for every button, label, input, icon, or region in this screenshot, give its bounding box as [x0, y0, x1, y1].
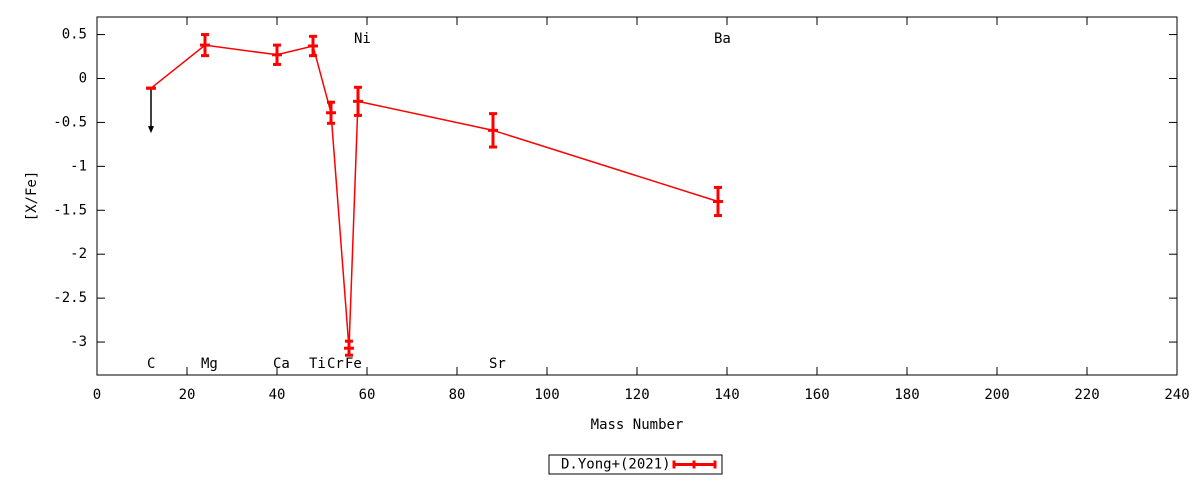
- legend-label: D.Yong+(2021): [561, 457, 671, 473]
- y-tick-label: 0.5: [62, 27, 87, 43]
- element-label: Sr: [489, 356, 506, 372]
- element-label: Ni: [354, 31, 371, 47]
- legend-box: [548, 454, 723, 475]
- x-tick-label: 240: [1164, 387, 1189, 403]
- element-label: Cr: [327, 356, 344, 372]
- x-tick-label: 100: [534, 387, 559, 403]
- element-label: Mg: [201, 356, 218, 372]
- x-tick-label: 140: [714, 387, 739, 403]
- y-axis-label: [X/Fe]: [24, 171, 40, 222]
- y-tick-label: -2: [70, 246, 87, 262]
- y-tick-label: -1.5: [53, 202, 87, 218]
- x-tick-label: 80: [449, 387, 466, 403]
- x-tick-label: 20: [179, 387, 196, 403]
- y-tick-label: -2.5: [53, 290, 87, 306]
- upper-limit-head: [148, 126, 154, 134]
- x-tick-label: 120: [624, 387, 649, 403]
- x-tick-label: 40: [269, 387, 286, 403]
- x-tick-label: 180: [894, 387, 919, 403]
- data-line: [150, 44, 719, 349]
- x-tick-label: 160: [804, 387, 829, 403]
- y-tick-label: -0.5: [53, 114, 87, 130]
- x-tick-label: 60: [359, 387, 376, 403]
- x-tick-label: 220: [1074, 387, 1099, 403]
- element-label: Ba: [714, 31, 731, 47]
- y-tick-label: -3: [70, 334, 87, 350]
- element-label: Ca: [273, 356, 290, 372]
- y-tick-label: -1: [70, 158, 87, 174]
- x-tick-label: 0: [93, 387, 101, 403]
- x-tick-label: 200: [984, 387, 1009, 403]
- x-axis-label: Mass Number: [591, 417, 684, 433]
- y-tick-label: 0: [79, 70, 87, 86]
- element-label: Fe: [345, 356, 362, 372]
- element-label: C: [147, 356, 155, 372]
- plot-frame: [96, 16, 1178, 376]
- element-label: Ti: [309, 356, 326, 372]
